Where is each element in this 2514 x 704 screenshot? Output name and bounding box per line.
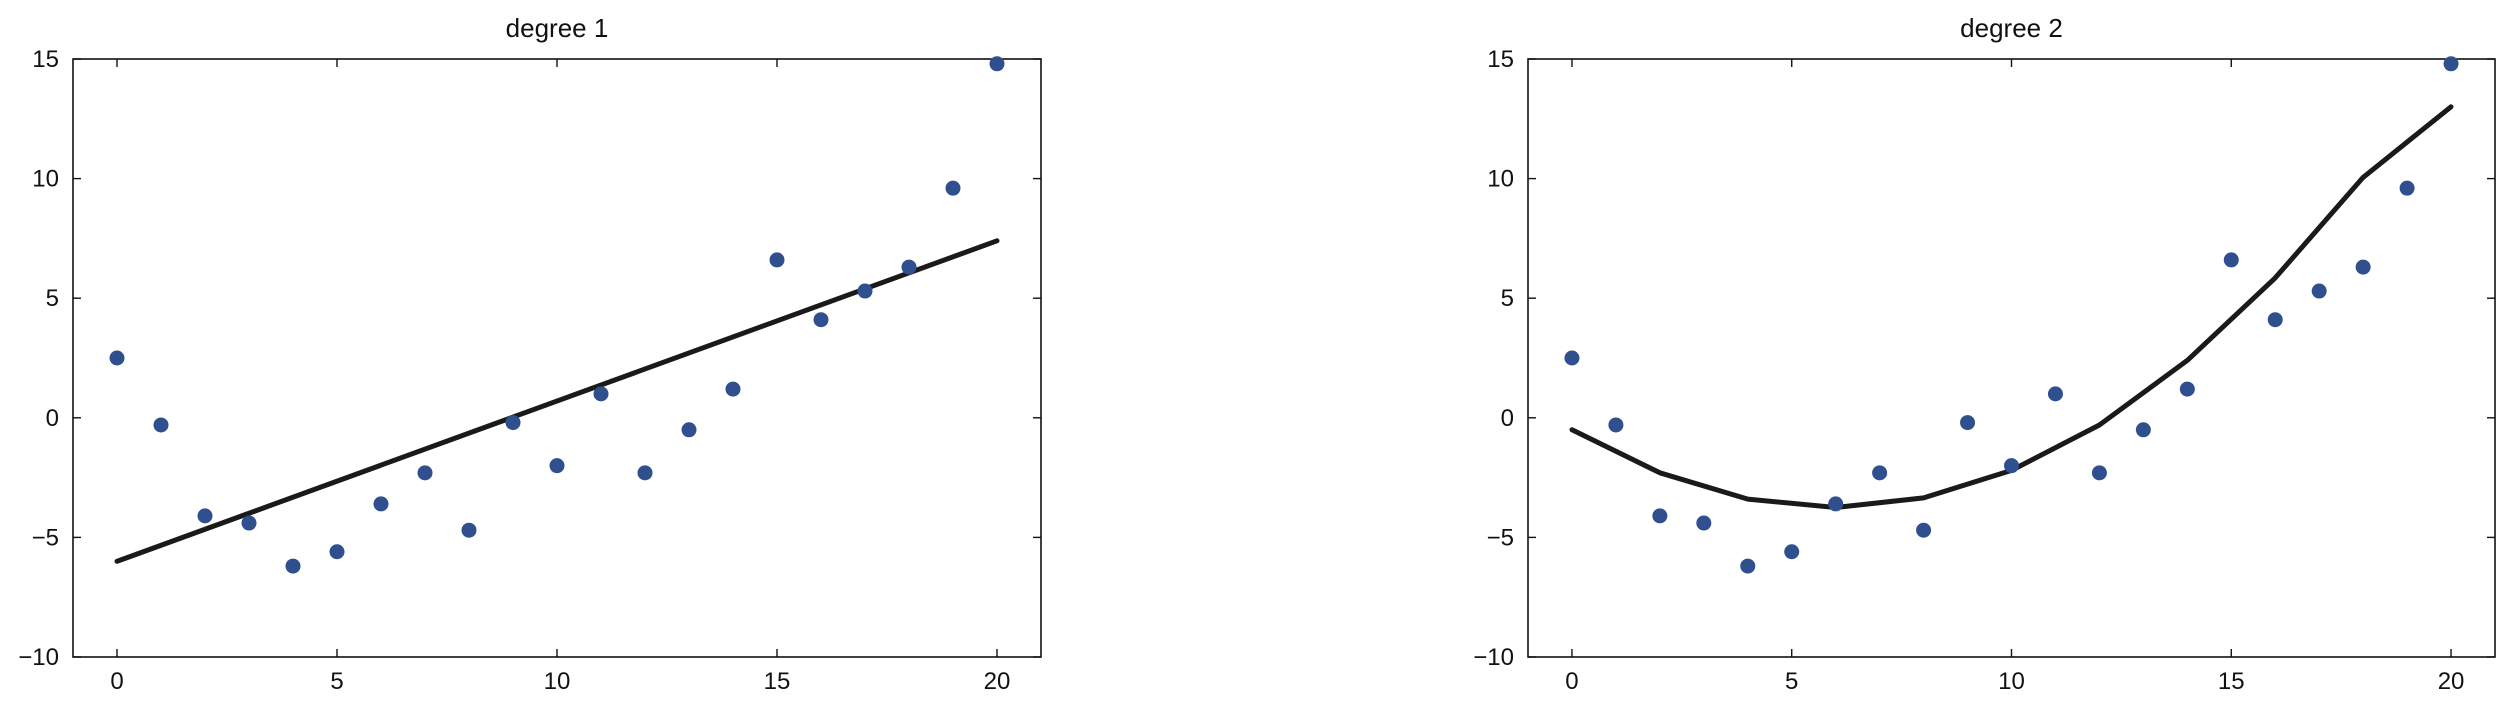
x-tick-label: 15 xyxy=(764,668,791,695)
plot-frame xyxy=(1527,58,2496,658)
y-tick-label: −5 xyxy=(1487,524,1514,551)
data-point xyxy=(2355,259,2371,275)
data-point xyxy=(725,381,741,397)
x-tick-label: 20 xyxy=(2438,668,2465,695)
data-point xyxy=(373,496,389,512)
data-point xyxy=(1784,544,1800,560)
data-point xyxy=(1740,558,1756,574)
data-point xyxy=(1960,415,1976,431)
data-point xyxy=(1608,417,1624,433)
data-point xyxy=(285,558,301,574)
chart-title: degree 2 xyxy=(1960,13,2063,43)
y-tick-label: 0 xyxy=(46,405,59,432)
fit-line xyxy=(114,238,1000,564)
x-tick-label: 5 xyxy=(1785,668,1798,695)
data-point xyxy=(461,522,477,538)
data-point xyxy=(2443,56,2459,72)
data-point xyxy=(1696,515,1712,531)
data-point xyxy=(1828,496,1844,512)
y-tick-label: 5 xyxy=(1501,285,1514,312)
data-point xyxy=(2399,180,2415,196)
data-point xyxy=(2267,312,2283,328)
y-tick-label: −5 xyxy=(32,524,59,551)
x-tick-label: 0 xyxy=(110,668,123,695)
data-point xyxy=(2135,422,2151,438)
x-tick-label: 5 xyxy=(330,668,343,695)
data-point xyxy=(681,422,697,438)
data-point xyxy=(329,544,345,560)
data-point xyxy=(945,180,961,196)
data-point xyxy=(813,312,829,328)
data-point xyxy=(637,465,653,481)
data-point xyxy=(505,415,521,431)
y-tick-label: 0 xyxy=(1501,405,1514,432)
y-tick-label: 15 xyxy=(1487,46,1514,73)
data-point xyxy=(197,508,213,524)
y-tick-label: 5 xyxy=(46,285,59,312)
data-point xyxy=(901,259,917,275)
data-point xyxy=(153,417,169,433)
x-tick-label: 15 xyxy=(2218,668,2245,695)
chart-degree-1: degree 1 0 5 10 15 20 −10 −5 0 5 10 15 xyxy=(18,13,1042,695)
data-point xyxy=(417,465,433,481)
x-tick-label: 10 xyxy=(1998,668,2025,695)
data-point xyxy=(857,283,873,299)
y-tick-label: −10 xyxy=(18,644,59,671)
fit-line xyxy=(1569,104,2454,510)
data-point xyxy=(1872,465,1888,481)
y-tick-label: 15 xyxy=(32,46,59,73)
data-point xyxy=(241,515,257,531)
x-tick-label: 10 xyxy=(544,668,571,695)
data-point xyxy=(1564,350,1580,366)
data-point xyxy=(989,56,1005,72)
chart-title: degree 1 xyxy=(506,13,609,43)
data-point xyxy=(2091,465,2107,481)
data-point xyxy=(109,350,125,366)
x-tick-label: 0 xyxy=(1565,668,1578,695)
data-point xyxy=(2179,381,2195,397)
y-tick-label: −10 xyxy=(1473,644,1514,671)
data-point xyxy=(2004,458,2019,474)
plot-frame xyxy=(72,58,1042,658)
data-point xyxy=(549,458,565,474)
data-point xyxy=(2223,252,2239,268)
data-point xyxy=(2311,283,2327,299)
y-tick-label: 10 xyxy=(32,166,59,193)
data-point xyxy=(2047,386,2063,402)
data-point xyxy=(769,252,785,268)
y-tick-label: 10 xyxy=(1487,166,1514,193)
chart-degree-2: degree 2 0 5 10 15 20 −10 −5 0 5 10 15 xyxy=(1473,13,2496,695)
data-point xyxy=(1916,522,1932,538)
data-point xyxy=(1652,508,1668,524)
data-point xyxy=(593,386,609,402)
x-tick-label: 20 xyxy=(984,668,1011,695)
